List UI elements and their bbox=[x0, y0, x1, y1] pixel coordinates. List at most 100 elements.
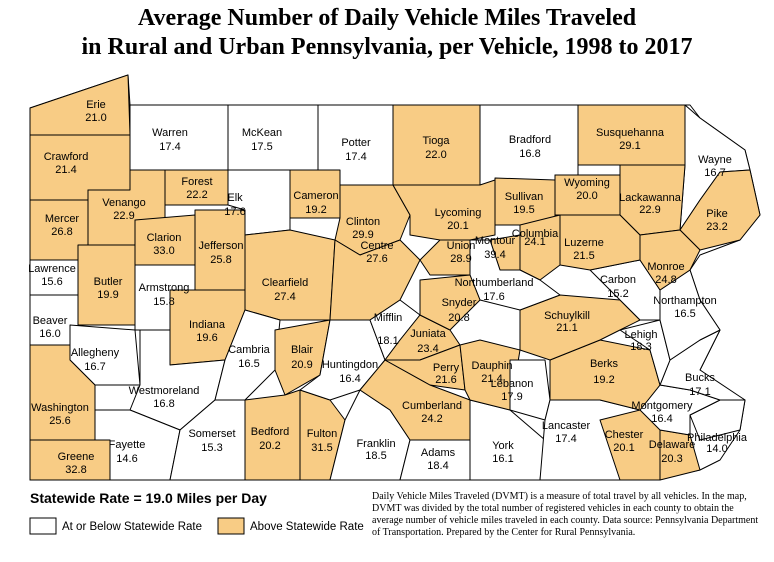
county-name: Lycoming bbox=[435, 207, 482, 219]
county-value: 16.8 bbox=[153, 398, 174, 410]
county-value: 16.7 bbox=[704, 167, 725, 179]
county-value: 18.1 bbox=[377, 335, 398, 347]
county-name: Columbia bbox=[512, 228, 559, 240]
county bbox=[619, 319, 671, 386]
county-value: 22.9 bbox=[113, 210, 134, 222]
county bbox=[29, 74, 131, 136]
county-value: 16.8 bbox=[519, 148, 540, 160]
county-name: Susquehanna bbox=[596, 127, 665, 139]
county-value: 17.5 bbox=[251, 141, 272, 153]
county-name: Pike bbox=[706, 208, 727, 220]
county bbox=[549, 339, 661, 411]
county-name: Lackawanna bbox=[619, 192, 682, 204]
county-name: Indiana bbox=[189, 319, 226, 331]
county-value: 24.2 bbox=[421, 413, 442, 425]
county bbox=[419, 274, 481, 331]
county-name: Clearfield bbox=[262, 277, 308, 289]
county-name: Jefferson bbox=[198, 240, 243, 252]
county-value: 17.9 bbox=[501, 391, 522, 403]
county-name: Cameron bbox=[293, 190, 338, 202]
county-value: 20.0 bbox=[576, 190, 597, 202]
county-name: Union bbox=[447, 240, 476, 252]
county-value: 16.0 bbox=[39, 328, 60, 340]
county-value: 19.6 bbox=[196, 332, 217, 344]
county bbox=[419, 239, 471, 276]
county-name: Lehigh bbox=[624, 329, 657, 341]
county-name: Beaver bbox=[33, 315, 68, 327]
statewide-rate: Statewide Rate = 19.0 Miles per Day bbox=[30, 490, 267, 506]
county-value: 20.2 bbox=[259, 440, 280, 452]
title-line: in Rural and Urban Pennsylvania, per Veh… bbox=[82, 34, 693, 60]
county-value: 33.0 bbox=[153, 245, 174, 257]
county-value: 20.1 bbox=[613, 442, 634, 454]
county-name: Warren bbox=[152, 127, 188, 139]
legend-label: At or Below Statewide Rate bbox=[62, 521, 202, 533]
county bbox=[679, 169, 761, 251]
county-value: 27.4 bbox=[274, 291, 295, 303]
legend-label: Above Statewide Rate bbox=[250, 521, 364, 533]
county-name: Mercer bbox=[45, 213, 80, 225]
county-value: 27.6 bbox=[366, 253, 387, 265]
county-name: Lawrence bbox=[28, 263, 76, 275]
county-value: 18.5 bbox=[365, 450, 386, 462]
county-value: 22.9 bbox=[639, 204, 660, 216]
county-name: Fulton bbox=[307, 428, 338, 440]
county bbox=[274, 319, 331, 396]
county-name: Adams bbox=[421, 447, 456, 459]
county-name: Carbon bbox=[600, 274, 636, 286]
county-value: 19.2 bbox=[305, 204, 326, 216]
title-line: Average Number of Daily Vehicle Miles Tr… bbox=[138, 5, 637, 31]
county-name: Sullivan bbox=[505, 191, 544, 203]
county-value: 17.1 bbox=[689, 386, 710, 398]
county-value: 21.4 bbox=[481, 373, 502, 385]
county-name: Clinton bbox=[346, 216, 380, 228]
county-name: Erie bbox=[86, 99, 106, 111]
county-name: Schuylkill bbox=[544, 310, 590, 322]
county-value: 15.2 bbox=[607, 288, 628, 300]
county-name: Wayne bbox=[698, 154, 732, 166]
county bbox=[244, 229, 336, 321]
county-value: 18.4 bbox=[427, 460, 448, 472]
county-value: 20.1 bbox=[447, 220, 468, 232]
county-name: Cumberland bbox=[402, 400, 462, 412]
county-name: Mifflin bbox=[374, 312, 403, 324]
county-name: Luzerne bbox=[564, 237, 604, 249]
county-value: 24.8 bbox=[655, 274, 676, 286]
county-value: 16.7 bbox=[84, 361, 105, 373]
county-name: Westmoreland bbox=[129, 385, 200, 397]
county-value: 39.4 bbox=[484, 249, 505, 261]
county-value: 14.0 bbox=[706, 443, 727, 455]
county-name: Franklin bbox=[356, 438, 395, 450]
county-value: 26.8 bbox=[51, 226, 72, 238]
county-value: 20.3 bbox=[661, 453, 682, 465]
county-name: Chester bbox=[605, 429, 644, 441]
county-value: 25.8 bbox=[210, 254, 231, 266]
county-name: Greene bbox=[58, 451, 95, 463]
county-name: Allegheny bbox=[71, 347, 120, 359]
legend-swatch bbox=[29, 517, 57, 535]
county-value: 16.1 bbox=[492, 453, 513, 465]
counties bbox=[29, 74, 761, 481]
county-value: 15.3 bbox=[201, 442, 222, 454]
county-name: Delaware bbox=[649, 439, 695, 451]
county-value: 16.4 bbox=[651, 413, 672, 425]
county-name: Fayette bbox=[109, 439, 146, 451]
county-value: 19.9 bbox=[97, 289, 118, 301]
county-name: Bedford bbox=[251, 426, 290, 438]
county-value: 23.2 bbox=[706, 221, 727, 233]
county-value: 17.6 bbox=[483, 291, 504, 303]
county-value: 28.9 bbox=[450, 253, 471, 265]
county bbox=[659, 269, 721, 361]
county-value: 17.4 bbox=[345, 151, 366, 163]
county-name: Washington bbox=[31, 402, 89, 414]
county-name: Northumberland bbox=[455, 277, 534, 289]
county-value: 15.8 bbox=[153, 296, 174, 308]
county-name: Lebanon bbox=[491, 378, 534, 390]
county-value: 21.6 bbox=[435, 374, 456, 386]
county-value: 22.0 bbox=[425, 149, 446, 161]
county-name: Wyoming bbox=[564, 177, 610, 189]
county-name: Huntingdon bbox=[322, 359, 378, 371]
county-name: Monroe bbox=[647, 261, 684, 273]
county-value: 21.1 bbox=[556, 322, 577, 334]
